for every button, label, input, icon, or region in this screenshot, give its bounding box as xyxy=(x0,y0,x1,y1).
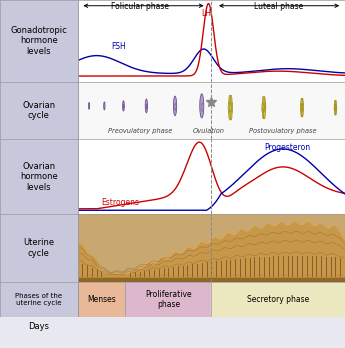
Text: Progesteron: Progesteron xyxy=(264,143,310,152)
Circle shape xyxy=(262,102,264,113)
Text: Menses: Menses xyxy=(87,295,116,304)
Circle shape xyxy=(230,108,232,120)
Text: Secretory phase: Secretory phase xyxy=(247,295,309,304)
Text: Gonadotropic
hormone
levels: Gonadotropic hormone levels xyxy=(10,26,67,56)
Circle shape xyxy=(123,105,124,108)
Circle shape xyxy=(335,100,336,107)
Circle shape xyxy=(264,108,265,119)
Circle shape xyxy=(201,103,203,111)
Circle shape xyxy=(301,108,302,117)
Circle shape xyxy=(104,102,105,110)
Text: Preovulatory phase: Preovulatory phase xyxy=(108,128,172,134)
Circle shape xyxy=(229,95,231,107)
Text: Postovulatory phase: Postovulatory phase xyxy=(249,128,317,134)
Text: Phases of the
uterine cycle: Phases of the uterine cycle xyxy=(15,293,62,306)
Circle shape xyxy=(146,104,147,109)
Circle shape xyxy=(145,99,148,113)
Circle shape xyxy=(263,96,264,107)
Circle shape xyxy=(174,96,177,116)
Circle shape xyxy=(335,108,336,115)
Text: Ovarian
cycle: Ovarian cycle xyxy=(22,101,56,120)
Circle shape xyxy=(228,102,230,113)
Bar xyxy=(211,282,345,317)
Circle shape xyxy=(175,103,176,110)
Circle shape xyxy=(302,108,303,117)
Circle shape xyxy=(335,108,336,115)
Circle shape xyxy=(230,103,231,112)
Circle shape xyxy=(264,102,266,113)
Text: Ovarian
hormone
levels: Ovarian hormone levels xyxy=(20,162,58,191)
Circle shape xyxy=(263,104,265,112)
Text: Luteal phase: Luteal phase xyxy=(254,2,303,11)
Circle shape xyxy=(335,105,336,110)
Text: FSH: FSH xyxy=(111,42,126,51)
Circle shape xyxy=(335,100,336,107)
Circle shape xyxy=(300,103,302,112)
Circle shape xyxy=(302,104,303,111)
Text: Uterine
cycle: Uterine cycle xyxy=(23,238,55,258)
Text: Days: Days xyxy=(28,322,49,331)
Circle shape xyxy=(231,102,233,113)
Bar xyxy=(78,282,125,317)
Text: Estrogens: Estrogens xyxy=(101,198,139,207)
Text: Ovulation: Ovulation xyxy=(193,128,225,134)
Circle shape xyxy=(263,108,264,119)
Circle shape xyxy=(336,104,337,111)
Circle shape xyxy=(302,98,303,107)
Circle shape xyxy=(89,102,90,109)
Circle shape xyxy=(230,95,232,107)
Circle shape xyxy=(334,104,335,111)
Bar xyxy=(125,282,211,317)
Circle shape xyxy=(264,96,265,107)
Text: LH: LH xyxy=(201,9,211,18)
Circle shape xyxy=(200,94,204,118)
Circle shape xyxy=(229,108,231,120)
Text: Proliferative
phase: Proliferative phase xyxy=(145,290,192,309)
Circle shape xyxy=(301,98,302,107)
Text: Folicular phase: Folicular phase xyxy=(111,2,169,11)
Circle shape xyxy=(122,101,124,111)
Circle shape xyxy=(302,103,304,112)
